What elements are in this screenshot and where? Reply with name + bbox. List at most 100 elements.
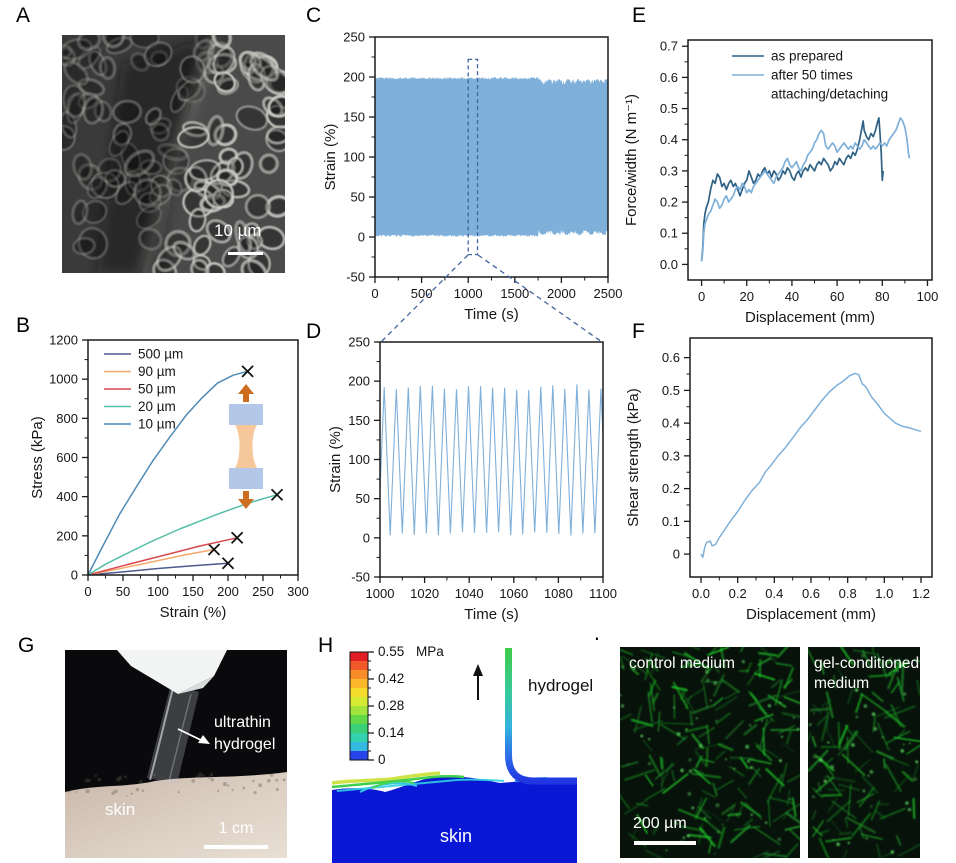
svg-text:0.1: 0.1 [660,226,678,241]
svg-text:1000: 1000 [454,286,483,301]
svg-text:0: 0 [363,530,370,545]
scale-bar-label: 200 µm [633,815,687,832]
svg-text:600: 600 [56,450,78,465]
svg-text:0.0: 0.0 [692,586,710,601]
svg-text:Force/width (N m⁻¹): Force/width (N m⁻¹) [623,94,640,226]
colorbar-unit: MPa [416,644,444,659]
svg-text:150: 150 [343,110,365,125]
svg-text:1080: 1080 [544,586,573,601]
svg-text:200: 200 [348,374,370,389]
colorbar-tick-label: 0.28 [378,698,405,713]
colorbar-tick-label: 0.55 [378,644,405,659]
skin-label: skin [440,826,473,846]
svg-text:50: 50 [356,491,370,506]
chart-shear-strength: 0.0 0.2 0.4 0.6 0.8 1.0 1.2 0 0.1 0.2 0.3 0.4 0.5 0.6… [625,337,933,623]
fea-simulation: MPa hydrogel skin 0.55 0.42 0.28 0.14 0 [332,640,624,863]
svg-text:0.1: 0.1 [662,514,680,529]
svg-text:0: 0 [358,230,365,245]
svg-text:0.4: 0.4 [662,416,680,431]
hydrogel-annotation-line1: ultrathin [214,714,271,731]
svg-text:0.4: 0.4 [765,586,783,601]
svg-text:250: 250 [343,30,365,45]
pull-up-arrow [238,384,254,402]
svg-text:after 50 times: after 50 times [771,68,853,83]
hydrogel-annotation-line2: hydrogel [214,736,276,753]
svg-text:0.6: 0.6 [662,350,680,365]
svg-text:attaching/detaching: attaching/detaching [771,87,888,102]
svg-text:Stress (kPa): Stress (kPa) [29,416,46,499]
svg-text:1100: 1100 [589,586,617,601]
svg-text:2000: 2000 [547,286,576,301]
svg-text:-50: -50 [346,270,365,285]
chart-cyclic-strain-zoom: 1000 1020 1040 1060 1080 1100 -50 0 50 100 150 200 2… [327,335,617,624]
skin-label: skin [105,800,136,819]
svg-text:100: 100 [147,584,169,599]
svg-text:0.8: 0.8 [839,586,857,601]
svg-text:90 µm: 90 µm [138,364,176,379]
svg-text:-50: -50 [351,570,370,585]
svg-text:Displacement (mm): Displacement (mm) [746,606,876,623]
svg-text:1020: 1020 [410,586,439,601]
svg-text:0.4: 0.4 [660,132,678,147]
svg-text:0.5: 0.5 [660,101,678,116]
scale-bar [228,252,263,255]
svg-text:150: 150 [348,413,370,428]
colorbar-tick-label: 0.42 [378,671,405,686]
svg-text:1040: 1040 [455,586,484,601]
svg-text:500 µm: 500 µm [138,347,183,362]
svg-text:1200: 1200 [49,333,78,348]
svg-text:0.3: 0.3 [660,163,678,178]
svg-text:50: 50 [116,584,130,599]
svg-text:80: 80 [875,289,889,304]
fluorescence-control: control medium 200 µm [620,647,800,858]
gel-conditioned-label-line2: medium [814,675,870,692]
chart-peel-adhesion: 0 20 40 60 80 100 0.0 0.1 0.2 0.3 0.4 0.5 0.6 0.7 Disp… [623,39,938,326]
chart-cyclic-strain: 0 500 1000 1500 2000 2500 -50 0 50 100 150 200 250 Ti… [322,30,622,324]
panel-label-g: G [18,634,35,657]
scale-bar-label: 1 cm [218,820,254,837]
svg-text:200: 200 [56,528,78,543]
fea-art [332,648,578,863]
svg-text:Shear strength (kPa): Shear strength (kPa) [625,388,642,526]
svg-text:2500: 2500 [594,286,623,301]
colorbar-tick-label: 0.14 [378,725,405,740]
svg-text:1060: 1060 [499,586,528,601]
scale-bar [634,841,696,845]
svg-text:300: 300 [287,584,309,599]
svg-text:1000: 1000 [49,372,78,387]
svg-text:as prepared: as prepared [771,49,843,64]
svg-text:40: 40 [785,289,799,304]
svg-text:0: 0 [673,547,680,562]
svg-text:50: 50 [351,190,365,205]
hydrogel-label: hydrogel [528,676,594,695]
gel-conditioned-label-line1: gel-conditioned [814,655,920,672]
svg-text:1000: 1000 [366,586,395,601]
top-clamp [229,404,263,425]
scale-bar [204,845,268,849]
specimen [235,425,257,468]
svg-text:100: 100 [348,452,370,467]
fluorescence-gel-conditioned: gel-conditioned medium [808,647,920,858]
chart-stress-strain: 0 50 100 150 200 250 300 0 200 400 600 800 1000 1200 S… [29,333,309,622]
svg-text:Displacement (mm): Displacement (mm) [745,309,875,326]
svg-text:0.7: 0.7 [660,39,678,54]
bottom-clamp [229,468,263,489]
svg-text:50 µm: 50 µm [138,382,176,397]
svg-text:0.2: 0.2 [662,481,680,496]
colorbar-tick-label: 0 [378,752,386,767]
svg-text:0.0: 0.0 [660,257,678,272]
svg-text:0: 0 [84,584,91,599]
svg-text:200: 200 [343,70,365,85]
svg-text:20: 20 [740,289,754,304]
svg-text:100: 100 [917,289,939,304]
panel-label-d: D [306,320,322,343]
svg-text:0.3: 0.3 [662,448,680,463]
svg-text:0.2: 0.2 [729,586,747,601]
panel-label-b: B [16,314,31,337]
svg-text:10 µm: 10 µm [138,417,176,432]
svg-text:Time (s): Time (s) [464,606,518,623]
panel-label-f: F [632,320,646,343]
peeling-photo-art [65,650,287,858]
scale-bar-label: 10 µm [214,221,262,240]
